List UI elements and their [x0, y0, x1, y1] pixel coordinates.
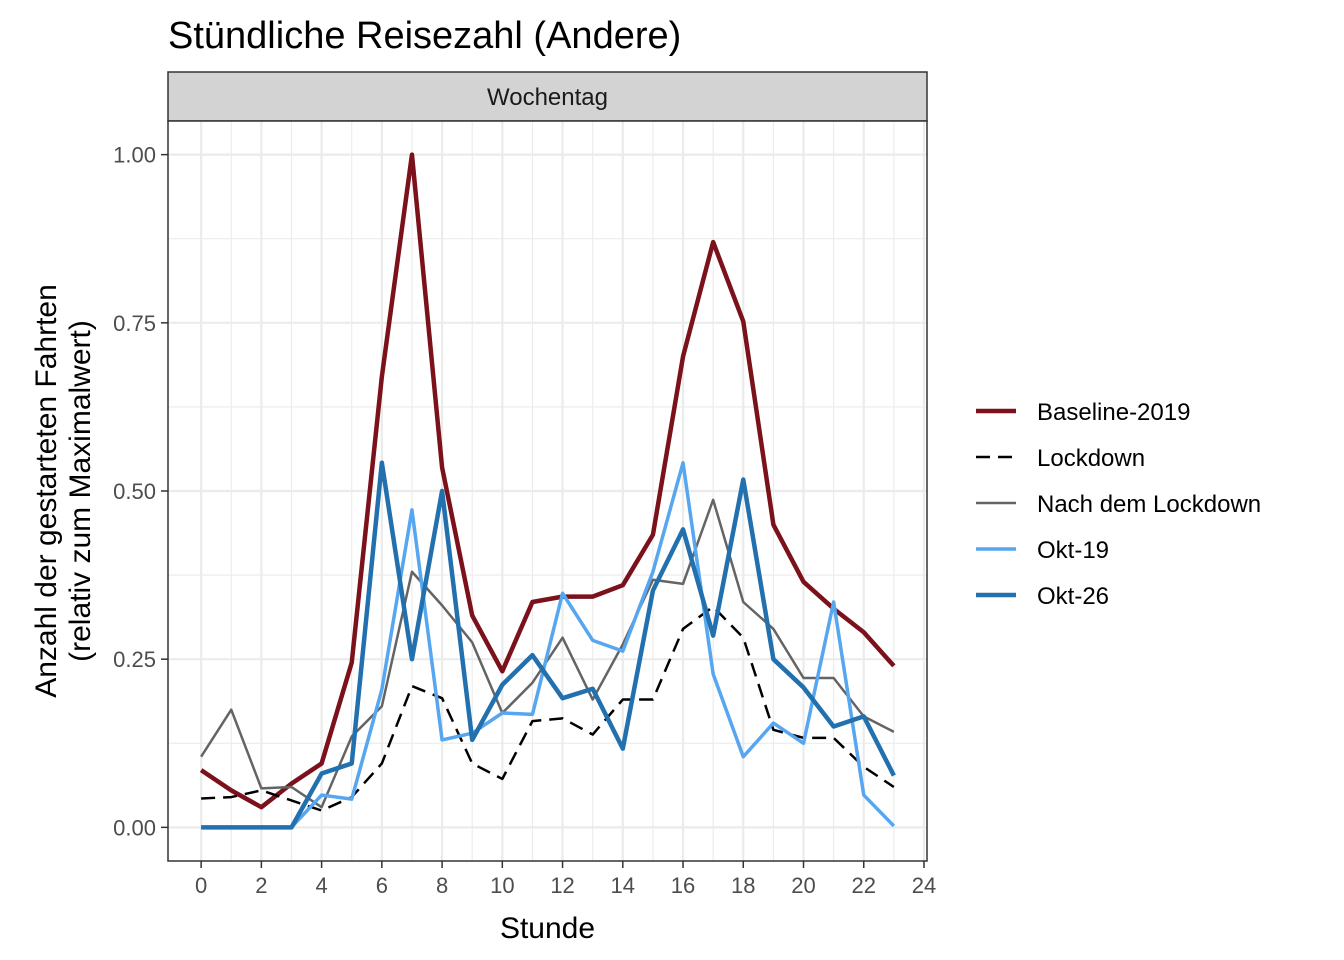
y-axis-title-line-2: (relativ zum Maximalwert) [64, 320, 97, 662]
legend-label-5: Okt-26 [1037, 583, 1109, 610]
x-tick-label: 20 [791, 873, 815, 898]
x-tick-label: 22 [852, 873, 876, 898]
x-tick-label: 18 [731, 873, 755, 898]
legend-label-1: Baseline-2019 [1037, 399, 1190, 426]
y-tick-label: 0.00 [113, 815, 156, 840]
x-tick-label: 24 [912, 873, 936, 898]
x-axis-title: Stunde [500, 912, 595, 945]
y-axis: 0.00 0.25 0.50 0.75 1.00 [113, 143, 168, 840]
x-tick-label: 2 [255, 873, 267, 898]
series-line-5 [201, 460, 896, 830]
grid-lines [168, 121, 927, 861]
legend: Baseline-2019 Lockdown Nach dem Lockdown Ok… [976, 399, 1261, 610]
series-line-4 [201, 461, 896, 830]
chart-title: Stündliche Reisezahl (Andere) [168, 15, 681, 57]
x-tick-label: 10 [490, 873, 514, 898]
legend-label-3: Nach dem Lockdown [1037, 491, 1261, 518]
x-tick-label: 8 [436, 873, 448, 898]
x-tick-label: 0 [195, 873, 207, 898]
x-axis: 0 2 4 6 8 10 12 14 16 18 20 22 24 [195, 861, 936, 898]
y-tick-label: 0.50 [113, 479, 156, 504]
legend-label-2: Lockdown [1037, 445, 1145, 472]
x-tick-label: 12 [550, 873, 574, 898]
facet-strip [167, 71, 928, 122]
series-line-2 [201, 605, 895, 812]
y-axis-title: Anzahl der gestarteten Fahrten (relativ … [30, 284, 97, 698]
series-line-1 [199, 152, 896, 810]
y-tick-label: 0.25 [113, 647, 156, 672]
series-lines [199, 152, 896, 830]
x-tick-label: 4 [315, 873, 327, 898]
x-tick-label: 14 [611, 873, 635, 898]
y-tick-label: 1.00 [113, 143, 156, 168]
y-axis-title-line-1: Anzahl der gestarteten Fahrten [30, 284, 63, 698]
y-tick-label: 0.75 [113, 311, 156, 336]
facet-strip-label: Wochentag [487, 84, 608, 111]
x-tick-label: 16 [671, 873, 695, 898]
x-tick-label: 6 [376, 873, 388, 898]
legend-label-4: Okt-19 [1037, 537, 1109, 564]
